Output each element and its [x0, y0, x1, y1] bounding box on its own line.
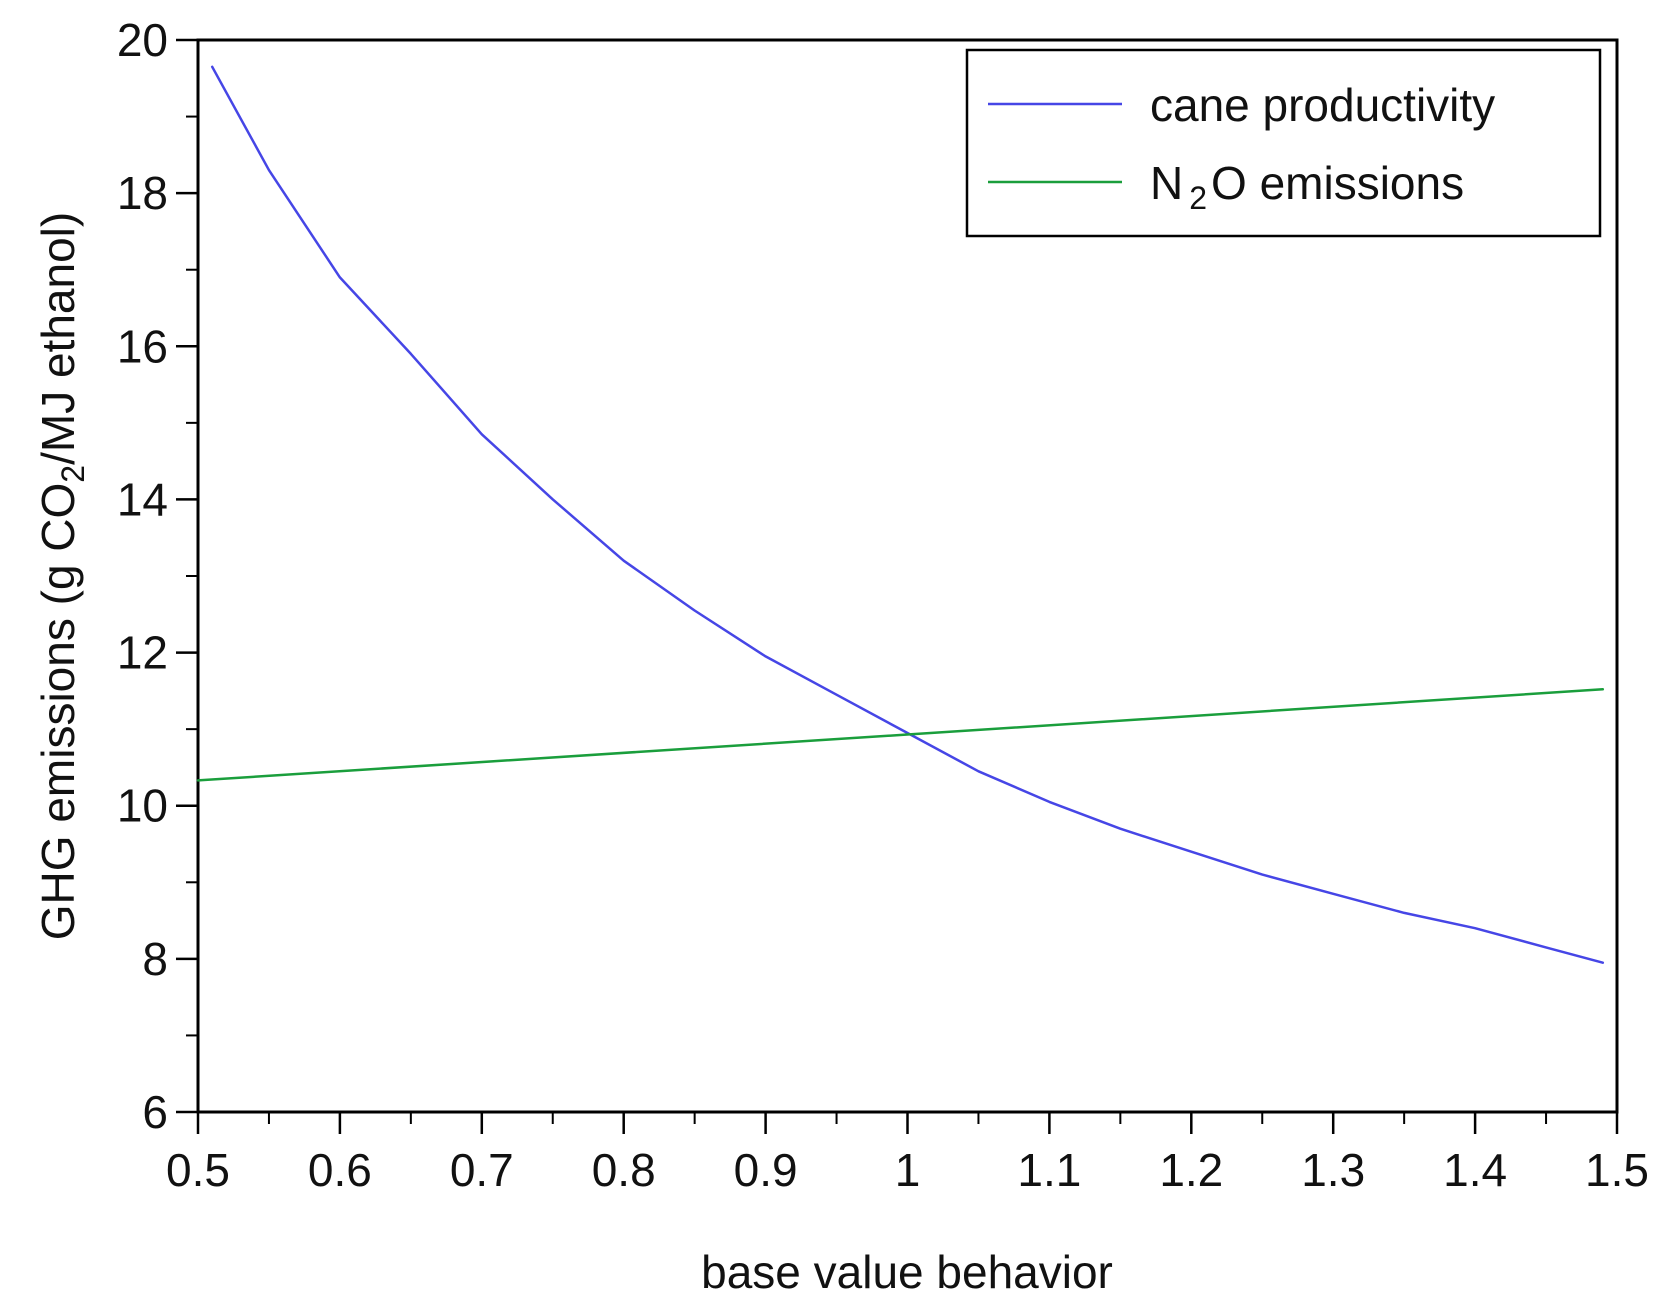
x-tick-label-6: 1.1 [1017, 1144, 1081, 1196]
y-tick-label-3: 12 [117, 627, 168, 679]
y-tick-label-6: 18 [117, 167, 168, 219]
x-tick-label-5: 1 [895, 1144, 921, 1196]
y-tick-label-0: 6 [142, 1086, 168, 1138]
x-ticks: 0.5 0.6 0.7 0.8 0.9 1 1.1 1.2 1.3 1.4 1.5 [166, 1112, 1649, 1196]
series-layer [196, 65, 1605, 964]
series-line-n2o-emissions [196, 688, 1605, 782]
legend-label-n2o-sub: 2 [1189, 180, 1207, 216]
legend-label-n2o-emissions: N 2O emissions [1150, 157, 1464, 216]
legend-label-cane-productivity: cane productivity [1150, 79, 1495, 131]
x-tick-label-7: 1.2 [1159, 1144, 1223, 1196]
x-tick-label-0: 0.5 [166, 1144, 230, 1196]
y-axis-title: GHG emissions (g CO2/MJ ethanol) [32, 212, 91, 940]
series-line-cane-productivity [210, 65, 1605, 964]
x-tick-label-2: 0.7 [450, 1144, 514, 1196]
legend-box [965, 48, 1602, 238]
y-tick-label-4: 14 [117, 473, 168, 525]
x-tick-label-1: 0.6 [308, 1144, 372, 1196]
y-tick-label-7: 20 [117, 14, 168, 66]
legend-label-n2o-pre: N [1150, 157, 1183, 209]
y-axis-title-post: /MJ ethanol) [32, 212, 84, 465]
x-tick-label-8: 1.3 [1301, 1144, 1365, 1196]
y-ticks: 6 8 10 12 14 16 18 20 [117, 14, 198, 1138]
x-tick-label-9: 1.4 [1443, 1144, 1507, 1196]
x-axis-title: base value behavior [701, 1246, 1113, 1298]
y-axis-title-pre: GHG emissions (g CO [32, 483, 84, 941]
y-tick-label-5: 16 [117, 320, 168, 372]
x-tick-label-10: 1.5 [1585, 1144, 1649, 1196]
y-tick-label-2: 10 [117, 780, 168, 832]
legend: cane productivity N 2O emissions [965, 48, 1602, 238]
x-tick-label-3: 0.8 [592, 1144, 656, 1196]
y-tick-label-1: 8 [142, 933, 168, 985]
x-tick-label-4: 0.9 [734, 1144, 798, 1196]
legend-label-n2o-post: O emissions [1211, 157, 1464, 209]
y-axis-title-sub: 2 [55, 465, 91, 483]
